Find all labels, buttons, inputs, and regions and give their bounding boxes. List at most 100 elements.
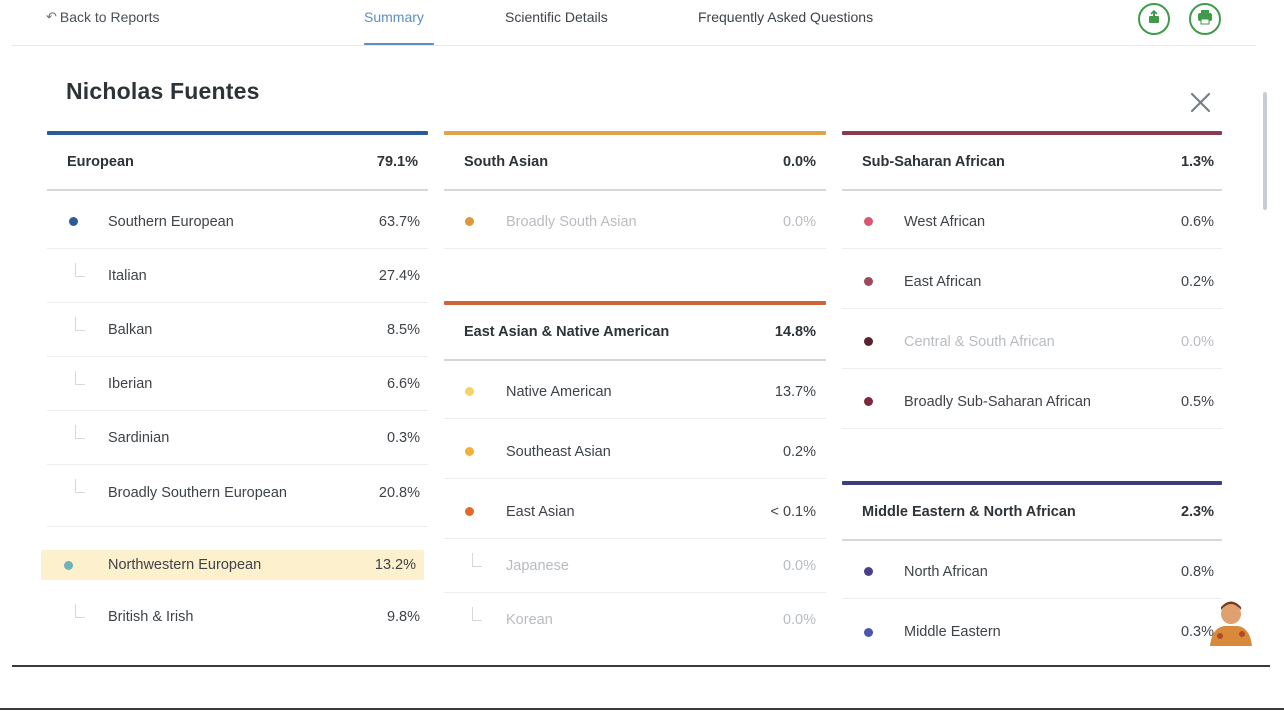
east-asian-color-bar <box>444 301 826 305</box>
branch-line-icon <box>75 604 85 618</box>
row-label: Iberian <box>108 375 153 392</box>
european-color-bar <box>47 131 428 135</box>
middle-eastern-dot <box>864 627 873 637</box>
row-percent: < 0.1% <box>770 503 816 520</box>
row-percent: 0.0% <box>782 612 816 628</box>
row-percent: 0.8% <box>1180 563 1214 580</box>
sub-saharan-color-bar <box>842 131 1222 135</box>
back-to-reports-label: Back to Reports <box>59 9 160 25</box>
share-icon <box>1147 9 1161 29</box>
ancestry-row-italian[interactable]: Italian 27.4% <box>47 249 428 303</box>
branch-line-icon <box>75 317 85 331</box>
category-header-sub-saharan-african[interactable]: Sub-Saharan African 1.3% <box>842 135 1222 191</box>
category-header-european[interactable]: European 79.1% <box>47 135 428 191</box>
row-percent: 0.3% <box>386 429 420 446</box>
ancestry-row-broadly-southern-european[interactable]: Broadly Southern European 20.8% <box>47 465 428 527</box>
row-percent: 0.0% <box>1180 333 1214 350</box>
ancestry-row-north-african[interactable]: North African 0.8% <box>842 545 1222 599</box>
row-label: Broadly Sub-Saharan African <box>904 393 1091 410</box>
row-label: Broadly Southern European <box>108 485 287 501</box>
active-tab-indicator <box>364 43 434 46</box>
branch-line-icon <box>75 479 85 493</box>
row-percent: 27.4% <box>378 267 420 284</box>
tab-faq[interactable]: Frequently Asked Questions <box>698 9 874 25</box>
close-icon <box>1188 90 1214 116</box>
row-label: Native American <box>506 383 612 400</box>
row-label: Middle Eastern <box>904 624 1001 640</box>
branch-line-icon <box>75 371 85 385</box>
northwestern-european-dot <box>64 560 73 570</box>
row-percent: 20.8% <box>378 485 420 501</box>
avatar <box>1206 598 1256 646</box>
branch-line-icon <box>472 553 482 567</box>
row-label: Italian <box>108 267 147 284</box>
ancestry-row-west-african[interactable]: West African 0.6% <box>842 195 1222 249</box>
north-african-dot <box>864 567 873 576</box>
ancestry-row-native-american[interactable]: Native American 13.7% <box>444 365 826 419</box>
ancestry-row-northwestern-european[interactable]: Northwestern European 13.2% <box>41 550 424 580</box>
bottom-edge-divider <box>0 708 1284 710</box>
branch-line-icon <box>75 263 85 277</box>
broadly-sub-saharan-african-dot <box>864 397 873 406</box>
east-asian-dot <box>465 507 474 516</box>
nav-divider <box>12 45 1256 46</box>
ancestry-row-balkan[interactable]: Balkan 8.5% <box>47 303 428 357</box>
ancestry-row-east-african[interactable]: East African 0.2% <box>842 255 1222 309</box>
branch-line-icon <box>472 607 482 621</box>
category-name: East Asian & Native American <box>464 324 670 340</box>
row-label: British & Irish <box>108 609 194 625</box>
east-african-dot <box>864 277 873 286</box>
southern-european-dot <box>69 217 78 226</box>
row-label: East African <box>904 273 982 290</box>
native-american-dot <box>465 387 474 396</box>
back-to-reports-link[interactable]: ↶ Back to Reports <box>46 9 160 25</box>
row-label: Japanese <box>506 557 569 574</box>
row-label: West African <box>904 213 986 230</box>
row-label: Central & South African <box>904 333 1055 350</box>
row-percent: 8.5% <box>386 321 420 338</box>
ancestry-row-middle-eastern[interactable]: Middle Eastern 0.3% <box>842 605 1222 659</box>
central-south-african-dot <box>864 337 873 346</box>
ancestry-row-korean[interactable]: Korean 0.0% <box>444 593 826 647</box>
middle-eastern-color-bar <box>842 481 1222 485</box>
ancestry-row-sardinian[interactable]: Sardinian 0.3% <box>47 411 428 465</box>
top-nav: ↶ Back to Reports Summary Scientific Det… <box>0 0 1284 46</box>
print-button[interactable] <box>1189 3 1221 35</box>
category-name: Middle Eastern & North African <box>862 504 1076 520</box>
broadly-south-asian-dot <box>465 217 474 226</box>
row-percent: 6.6% <box>386 375 420 392</box>
category-name: Sub-Saharan African <box>862 154 1005 170</box>
row-percent: 0.0% <box>782 557 816 574</box>
row-percent: 63.7% <box>378 213 420 230</box>
ancestry-row-iberian[interactable]: Iberian 6.6% <box>47 357 428 411</box>
south-asian-color-bar <box>444 131 826 135</box>
close-button[interactable] <box>1188 90 1214 116</box>
category-percent: 2.3% <box>1180 504 1214 520</box>
ancestry-row-broadly-sub-saharan-african[interactable]: Broadly Sub-Saharan African 0.5% <box>842 375 1222 429</box>
tab-scientific-details[interactable]: Scientific Details <box>505 9 608 25</box>
row-label: Northwestern European <box>108 557 262 573</box>
tab-summary[interactable]: Summary <box>364 9 424 25</box>
row-percent: 9.8% <box>386 609 420 625</box>
row-label: Balkan <box>108 321 153 338</box>
category-percent: 1.3% <box>1180 154 1214 170</box>
west-african-dot <box>864 217 873 226</box>
category-percent: 14.8% <box>774 324 816 340</box>
row-percent: 13.7% <box>774 383 816 400</box>
ancestry-row-southern-european[interactable]: Southern European 63.7% <box>47 195 428 249</box>
ancestry-row-central-south-african[interactable]: Central & South African 0.0% <box>842 315 1222 369</box>
ancestry-row-east-asian[interactable]: East Asian < 0.1% <box>444 485 826 539</box>
row-percent: 0.2% <box>1180 273 1214 290</box>
share-button[interactable] <box>1138 3 1170 35</box>
row-label: Southeast Asian <box>506 443 611 460</box>
ancestry-row-broadly-south-asian[interactable]: Broadly South Asian 0.0% <box>444 195 826 249</box>
ancestry-row-southeast-asian[interactable]: Southeast Asian 0.2% <box>444 425 826 479</box>
scrollbar[interactable] <box>1263 92 1267 210</box>
ancestry-row-japanese[interactable]: Japanese 0.0% <box>444 539 826 593</box>
category-header-south-asian[interactable]: South Asian 0.0% <box>444 135 826 191</box>
category-header-middle-eastern-north-african[interactable]: Middle Eastern & North African 2.3% <box>842 485 1222 541</box>
category-header-east-asian-native-american[interactable]: East Asian & Native American 14.8% <box>444 305 826 361</box>
ancestry-row-british-irish[interactable]: British & Irish 9.8% <box>47 590 428 644</box>
southeast-asian-dot <box>465 447 474 456</box>
back-arrow-icon: ↶ <box>46 9 57 24</box>
